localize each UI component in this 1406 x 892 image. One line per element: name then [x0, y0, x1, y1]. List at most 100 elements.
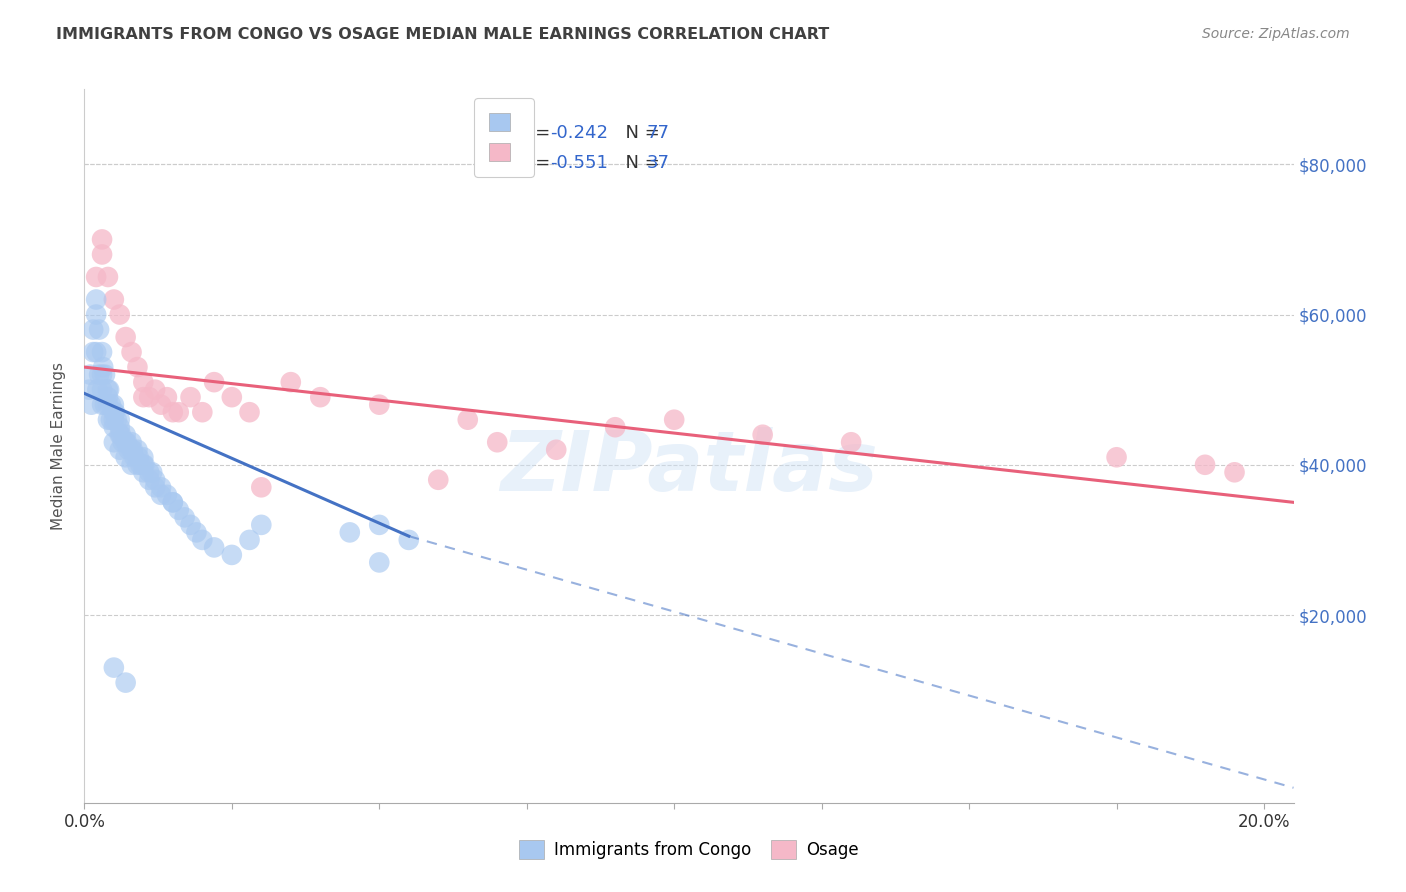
- Point: [114, 450, 136, 465]
- Point: [84, 308, 107, 322]
- Point: [84, 293, 107, 307]
- Point: [127, 442, 149, 457]
- Point: [98, 383, 121, 397]
- Point: [132, 390, 155, 404]
- Point: [127, 458, 149, 472]
- Point: [457, 413, 479, 427]
- Point: [180, 517, 202, 532]
- Point: [398, 533, 420, 547]
- Point: [1194, 458, 1216, 472]
- Point: [191, 533, 214, 547]
- Point: [114, 435, 136, 450]
- Point: [486, 435, 509, 450]
- Text: R =: R =: [517, 154, 557, 172]
- Text: IMMIGRANTS FROM CONGO VS OSAGE MEDIAN MALE EARNINGS CORRELATION CHART: IMMIGRANTS FROM CONGO VS OSAGE MEDIAN MA…: [56, 27, 830, 42]
- Point: [103, 660, 125, 674]
- Point: [110, 427, 132, 442]
- Legend: Immigrants from Congo, Osage: Immigrants from Congo, Osage: [512, 834, 866, 866]
- Point: [250, 480, 273, 494]
- Point: [173, 510, 195, 524]
- Point: [339, 525, 361, 540]
- Point: [103, 405, 125, 419]
- Point: [111, 435, 134, 450]
- Point: [250, 517, 273, 532]
- Point: [202, 375, 225, 389]
- Point: [82, 345, 104, 359]
- Point: [121, 345, 143, 359]
- Point: [108, 308, 131, 322]
- Point: [150, 398, 173, 412]
- Point: [143, 473, 166, 487]
- Point: [238, 405, 260, 419]
- Point: [103, 413, 125, 427]
- Point: [94, 398, 117, 412]
- Point: [114, 427, 136, 442]
- Point: [91, 360, 114, 375]
- Text: Source: ZipAtlas.com: Source: ZipAtlas.com: [1202, 27, 1350, 41]
- Text: N =: N =: [614, 154, 665, 172]
- Point: [104, 405, 127, 419]
- Point: [150, 480, 173, 494]
- Point: [114, 330, 136, 344]
- Point: [103, 420, 125, 434]
- Y-axis label: Median Male Earnings: Median Male Earnings: [51, 362, 66, 530]
- Text: -0.242: -0.242: [550, 125, 607, 143]
- Point: [132, 375, 155, 389]
- Point: [79, 368, 101, 382]
- Text: N =: N =: [614, 125, 665, 143]
- Point: [839, 435, 862, 450]
- Point: [180, 390, 202, 404]
- Point: [91, 383, 114, 397]
- Point: [186, 525, 208, 540]
- Point: [108, 427, 131, 442]
- Point: [132, 465, 155, 479]
- Point: [108, 420, 131, 434]
- Point: [141, 465, 163, 479]
- Point: [427, 473, 450, 487]
- Point: [128, 450, 150, 465]
- Point: [91, 398, 114, 412]
- Point: [156, 390, 179, 404]
- Point: [87, 322, 110, 336]
- Point: [368, 398, 391, 412]
- Point: [134, 458, 156, 472]
- Point: [132, 450, 155, 465]
- Point: [143, 383, 166, 397]
- Point: [105, 413, 128, 427]
- Point: [91, 232, 114, 246]
- Point: [121, 435, 143, 450]
- Point: [121, 442, 143, 457]
- Point: [138, 473, 160, 487]
- Point: [167, 503, 190, 517]
- Point: [221, 390, 243, 404]
- Point: [309, 390, 332, 404]
- Point: [114, 675, 136, 690]
- Point: [117, 442, 139, 457]
- Point: [84, 345, 107, 359]
- Point: [108, 413, 131, 427]
- Point: [94, 368, 117, 382]
- Point: [751, 427, 773, 442]
- Point: [121, 458, 143, 472]
- Point: [91, 247, 114, 261]
- Point: [80, 398, 103, 412]
- Text: -0.551: -0.551: [550, 154, 607, 172]
- Point: [77, 383, 100, 397]
- Point: [664, 413, 686, 427]
- Point: [1105, 450, 1128, 465]
- Point: [221, 548, 243, 562]
- Point: [97, 413, 120, 427]
- Point: [84, 270, 107, 285]
- Point: [150, 488, 173, 502]
- Point: [97, 270, 120, 285]
- Point: [280, 375, 302, 389]
- Point: [86, 383, 108, 397]
- Point: [138, 390, 160, 404]
- Point: [138, 465, 160, 479]
- Point: [103, 435, 125, 450]
- Point: [1223, 465, 1246, 479]
- Point: [238, 533, 260, 547]
- Point: [100, 413, 122, 427]
- Point: [368, 556, 391, 570]
- Point: [162, 405, 184, 419]
